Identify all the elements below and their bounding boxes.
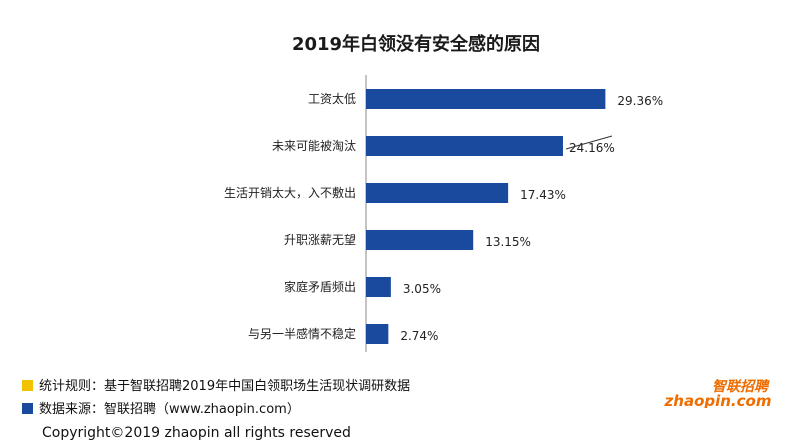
value-label: 2.74% bbox=[400, 329, 438, 343]
bar bbox=[366, 183, 509, 203]
category-label: 未来可能被淘汰 bbox=[272, 139, 356, 153]
label-leader-line bbox=[565, 135, 613, 150]
value-label: 3.05% bbox=[403, 282, 441, 296]
category-label: 升职涨薪无望 bbox=[284, 232, 356, 247]
value-label: 24.16% bbox=[569, 141, 615, 155]
zhaopin-logo: 智联招聘 zhaopin.com bbox=[664, 378, 772, 408]
category-label: 工资太低 bbox=[308, 91, 356, 106]
value-label: 29.36% bbox=[617, 94, 663, 108]
logo-en-text: zhaopin.com bbox=[664, 392, 772, 408]
note-rule: 统计规则：基于智联招聘2019年中国白领职场生活现状调研数据 bbox=[22, 375, 410, 394]
category-label: 家庭矛盾频出 bbox=[284, 279, 356, 294]
bar bbox=[366, 136, 563, 156]
bar bbox=[366, 277, 391, 297]
value-label: 13.15% bbox=[485, 235, 531, 249]
chart-title: 2019年白领没有安全感的原因 bbox=[292, 33, 540, 55]
note-source: 数据来源：智联招聘（www.zhaopin.com） bbox=[22, 398, 300, 417]
copyright-text: Copyright©2019 zhaopin all rights reserv… bbox=[42, 425, 351, 441]
blue-square-icon bbox=[22, 403, 33, 414]
bar bbox=[366, 89, 606, 109]
bar bbox=[366, 324, 389, 344]
note-rule-text: 统计规则：基于智联招聘2019年中国白领职场生活现状调研数据 bbox=[39, 379, 411, 394]
note-source-text: 数据来源：智联招聘（www.zhaopin.com） bbox=[39, 402, 300, 417]
logo-cn-text: 智联招聘 bbox=[712, 378, 770, 395]
category-label: 生活开销太大，入不敷出 bbox=[224, 185, 356, 200]
category-label: 与另一半感情不稳定 bbox=[248, 326, 356, 341]
bar bbox=[366, 230, 474, 250]
yellow-square-icon bbox=[22, 380, 33, 391]
bars-group: 工资太低 29.36% 未来可能被淘汰 24.16% 生活开销太大，入不敷出 17.43%… bbox=[224, 89, 663, 344]
value-label: 17.43% bbox=[520, 188, 566, 202]
